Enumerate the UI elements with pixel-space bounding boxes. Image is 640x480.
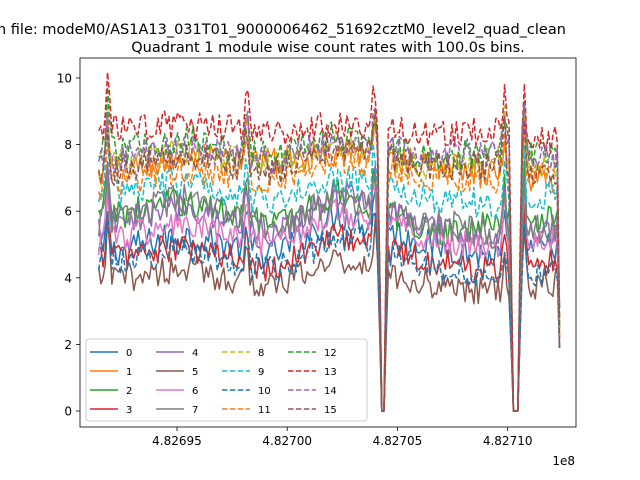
x-tick-label: 4.82705 (373, 434, 423, 448)
legend-entry-0: 0 (90, 348, 132, 359)
x-offset-text: 1e8 (552, 454, 575, 468)
legend-label: 7 (192, 405, 198, 416)
legend-entry-2: 2 (90, 386, 132, 397)
x-tick-label: 4.82695 (152, 434, 202, 448)
axes-frame (79, 57, 577, 428)
series-9-line (97, 133, 561, 412)
legend-label: 5 (192, 367, 198, 378)
legend-label: 9 (258, 367, 264, 378)
legend-label: 1 (126, 367, 132, 378)
legend-label: 13 (324, 367, 337, 378)
legend-entry-1: 1 (90, 367, 132, 378)
series-14-line (97, 102, 561, 412)
figure-suptitle: n file: modeM0/AS1A13_031T01_9000006462_… (0, 22, 566, 38)
series-7-line (97, 170, 561, 412)
legend-entry-11: 11 (222, 405, 271, 416)
legend-label: 6 (192, 386, 198, 397)
legend-entry-14: 14 (288, 386, 337, 397)
legend-entry-12: 12 (288, 348, 337, 359)
legend-label: 11 (258, 405, 271, 416)
legend-label: 4 (192, 348, 198, 359)
legend-label: 2 (126, 386, 132, 397)
chart-title: Quadrant 1 module wise count rates with … (131, 40, 525, 56)
y-tick-label: 6 (64, 205, 72, 219)
series-2-line (97, 160, 561, 412)
series-10-line (97, 210, 561, 412)
legend-label: 8 (258, 348, 264, 359)
legend-label: 3 (126, 405, 132, 416)
legend-label: 12 (324, 348, 337, 359)
legend-label: 10 (258, 386, 271, 397)
legend-entry-4: 4 (156, 348, 198, 359)
legend-label: 14 (324, 386, 337, 397)
legend-entry-7: 7 (156, 405, 198, 416)
legend-entry-8: 8 (222, 348, 264, 359)
y-tick-label: 0 (64, 405, 72, 419)
y-tick-label: 2 (64, 338, 72, 352)
legend-entry-10: 10 (222, 386, 271, 397)
y-tick-label: 8 (64, 138, 72, 152)
legend-entry-5: 5 (156, 367, 198, 378)
y-tick-label: 10 (57, 71, 72, 85)
series-3-line (98, 206, 561, 412)
x-tick-label: 4.82710 (483, 434, 533, 448)
series-15-line (97, 108, 561, 412)
series-6-line (97, 182, 561, 412)
legend-entry-3: 3 (90, 405, 132, 416)
legend-entry-6: 6 (156, 386, 198, 397)
legend-box (85, 338, 368, 422)
y-tick-label: 4 (64, 271, 72, 285)
series-5-line (97, 218, 561, 412)
plot-area (97, 71, 561, 412)
series-13-line (98, 71, 561, 412)
legend-entry-9: 9 (222, 367, 264, 378)
legend-entry-15: 15 (288, 405, 337, 416)
legend-label: 15 (324, 405, 337, 416)
x-tick-label: 4.82700 (262, 434, 312, 448)
legend-entry-13: 13 (288, 367, 337, 378)
legend-label: 0 (126, 348, 132, 359)
